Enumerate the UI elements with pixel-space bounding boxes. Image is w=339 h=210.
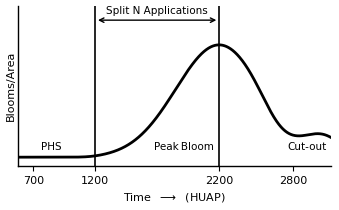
Text: Split N Applications: Split N Applications (106, 6, 208, 16)
X-axis label: Time  $\longrightarrow$  (HUAP): Time $\longrightarrow$ (HUAP) (123, 192, 226, 205)
Text: Peak Bloom: Peak Bloom (154, 142, 214, 152)
Y-axis label: Blooms/Area: Blooms/Area (5, 51, 16, 121)
Text: PHS: PHS (41, 142, 61, 152)
Text: Cut-out: Cut-out (287, 142, 326, 152)
